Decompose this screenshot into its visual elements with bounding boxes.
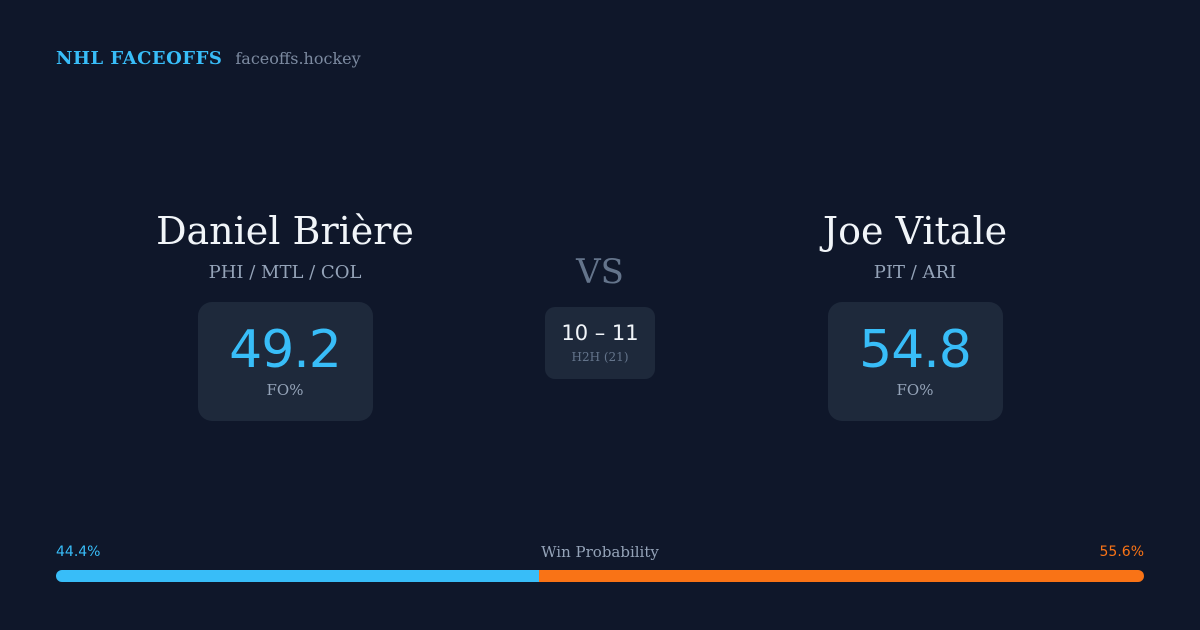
player-right-panel: Joe Vitale PIT / ARI 54.8 FO% — [695, 205, 1135, 421]
player-left-teams: PHI / MTL / COL — [208, 262, 362, 283]
player-left-fo-label: FO% — [266, 381, 304, 399]
h2h-score: 10 – 11 — [561, 321, 639, 345]
brand-name: NHL FACEOFFS — [56, 48, 223, 69]
player-right-stat-card: 54.8 FO% — [827, 302, 1003, 421]
player-left-name: Daniel Brière — [156, 209, 414, 253]
win-prob-right-label: 55.6% — [1099, 544, 1144, 560]
win-prob-left-label: 44.4% — [56, 544, 101, 560]
player-right-teams: PIT / ARI — [873, 262, 957, 283]
player-left-stat-card: 49.2 FO% — [197, 302, 373, 421]
win-prob-title: Win Probability — [541, 543, 659, 561]
win-probability-bar — [56, 570, 1144, 582]
player-right-fo-label: FO% — [896, 381, 934, 399]
win-prob-right-fill — [539, 570, 1144, 582]
brand-header: NHL FACEOFFS faceoffs.hockey — [56, 48, 361, 69]
win-prob-left-fill — [56, 570, 540, 582]
h2h-label: H2H (21) — [571, 350, 629, 364]
player-left-fo-pct: 49.2 — [229, 320, 342, 380]
vs-label: VS — [576, 252, 624, 292]
player-right-fo-pct: 54.8 — [859, 320, 972, 380]
h2h-card: 10 – 11 H2H (21) — [545, 307, 655, 379]
player-left-panel: Daniel Brière PHI / MTL / COL 49.2 FO% — [65, 205, 505, 421]
player-right-name: Joe Vitale — [822, 209, 1008, 253]
brand-domain: faceoffs.hockey — [235, 49, 361, 68]
